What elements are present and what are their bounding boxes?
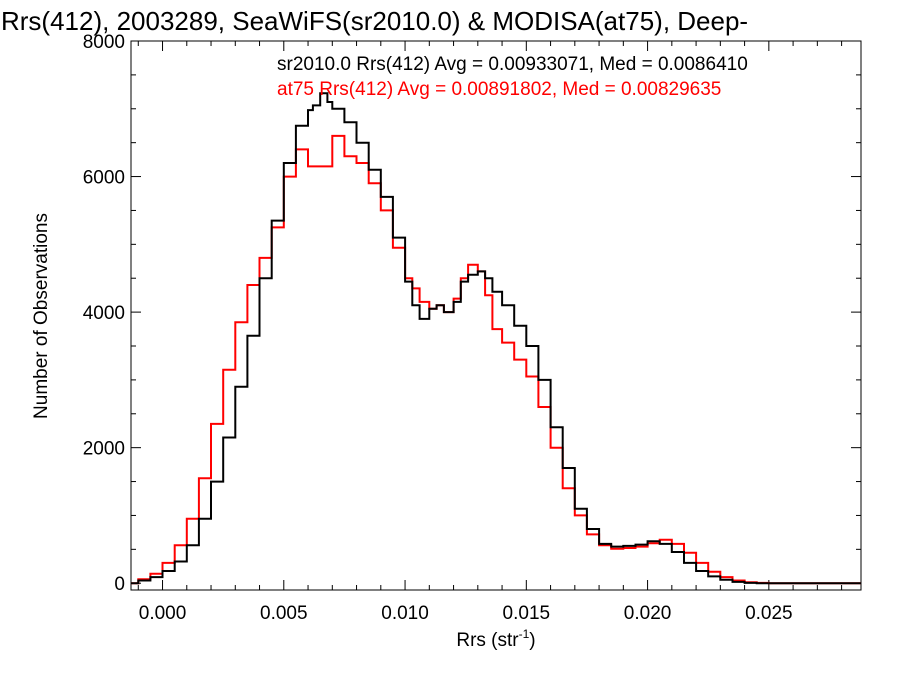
x-tick-label: 0.020 xyxy=(624,603,672,624)
plot-frame xyxy=(130,40,862,591)
y-axis-ticks: 0 2000 4000 6000 8000 xyxy=(83,32,861,595)
y-tick-label: 2000 xyxy=(83,439,125,460)
legend-entry-sr2010: sr2010.0 Rrs(412) Avg = 0.00933071, Med … xyxy=(277,54,748,75)
x-axis-label-exponent: -1 xyxy=(519,627,530,641)
y-axis-label: Number of Observations xyxy=(31,213,52,419)
series-line-sr2010-0 xyxy=(131,92,861,585)
x-axis-label-close: ) xyxy=(529,630,535,651)
series-layer xyxy=(131,92,861,585)
x-tick-label: 0.025 xyxy=(745,603,793,624)
series-line-at75 xyxy=(131,134,861,585)
x-axis-label-main: Rrs (str xyxy=(456,630,519,651)
x-axis-label: Rrs (str-1) xyxy=(456,627,535,651)
y-tick-label: 8000 xyxy=(83,32,125,53)
y-tick-label: 0 xyxy=(114,574,125,595)
x-tick-label: 0.010 xyxy=(381,603,429,624)
y-tick-label: 4000 xyxy=(83,303,125,324)
legend-entry-at75: at75 Rrs(412) Avg = 0.00891802, Med = 0.… xyxy=(277,79,721,100)
x-tick-label: 0.015 xyxy=(503,603,551,624)
chart-title: Rrs(412), 2003289, SeaWiFS(sr2010.0) & M… xyxy=(1,6,748,36)
x-tick-label: 0.000 xyxy=(139,603,187,624)
y-tick-label: 6000 xyxy=(83,168,125,189)
x-tick-label: 0.005 xyxy=(260,603,308,624)
x-axis-ticks: 0.000 0.005 0.010 0.015 0.020 0.025 xyxy=(137,41,843,624)
